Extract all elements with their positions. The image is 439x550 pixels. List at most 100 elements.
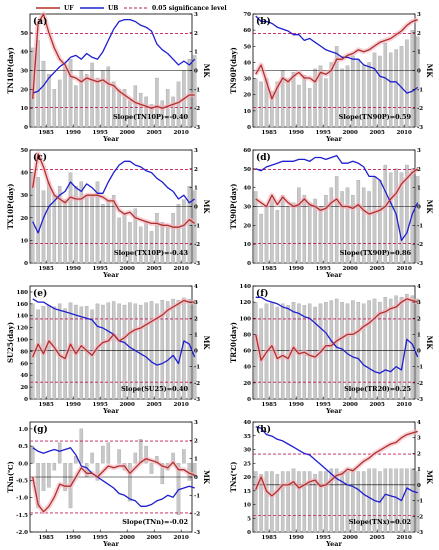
bar-1984 bbox=[36, 309, 40, 400]
bar-2009 bbox=[394, 468, 398, 533]
bar-1994 bbox=[90, 452, 94, 464]
bar-2008 bbox=[388, 172, 393, 264]
bar-2012 bbox=[187, 186, 192, 264]
bar-2000 bbox=[345, 303, 350, 400]
bar-2003 bbox=[138, 304, 143, 400]
x-tick-label: 1990 bbox=[289, 266, 304, 272]
x-tick-label: 2010 bbox=[397, 535, 412, 541]
y-tick-label: 40 bbox=[243, 186, 251, 192]
y2-tick-label: 1 bbox=[194, 50, 198, 56]
y-tick-label: 10 bbox=[20, 106, 28, 112]
y-tick-label: 20 bbox=[243, 93, 251, 99]
x-tick-label: 2005 bbox=[370, 535, 385, 541]
bar-1987 bbox=[275, 210, 280, 264]
bar-2006 bbox=[378, 55, 382, 128]
bar-2005 bbox=[372, 298, 377, 400]
bar-2011 bbox=[405, 39, 409, 128]
bar-1985 bbox=[41, 60, 46, 128]
y-tick-label: 60 bbox=[243, 28, 251, 34]
bar-2004 bbox=[144, 445, 148, 464]
x-tick-label: 1995 bbox=[93, 266, 108, 272]
y2-tick-label: 0 bbox=[194, 475, 198, 481]
bar-1996 bbox=[101, 204, 105, 264]
bar-2004 bbox=[367, 62, 371, 128]
y-tick-label: 35 bbox=[243, 434, 251, 440]
bar-1989 bbox=[286, 206, 290, 264]
chart-panel-2: 0 10 20 30 40 50 60 70 -3 -2 -1 0 1 2 3 1985 1990 1995 200… bbox=[229, 12, 434, 143]
y-tick-label: 140 bbox=[17, 314, 29, 320]
panel-label: (f) bbox=[256, 288, 268, 299]
bar-1986 bbox=[47, 181, 51, 264]
bar-2008 bbox=[165, 301, 170, 400]
y2-tick-label: -2 bbox=[194, 106, 200, 112]
bar-1990 bbox=[291, 71, 296, 128]
bar-2010 bbox=[399, 172, 404, 264]
panel-label: (h) bbox=[256, 424, 271, 435]
x-tick-label: 1995 bbox=[316, 266, 331, 272]
bar-1995 bbox=[95, 181, 100, 264]
bar-1989 bbox=[63, 66, 67, 128]
x-tick-label: 1995 bbox=[93, 535, 108, 541]
bar-2012 bbox=[187, 298, 192, 400]
bar-1985 bbox=[264, 206, 269, 264]
bar-1989 bbox=[63, 199, 67, 264]
y-tick-label: 0 bbox=[24, 397, 28, 403]
x-tick-label: 2010 bbox=[174, 402, 189, 408]
slope-annotation: Slope(TN10P)=-0.40 bbox=[113, 113, 188, 121]
y2-tick-label: -3 bbox=[194, 125, 200, 131]
y-tick-label: 25 bbox=[243, 461, 251, 467]
bar-2000 bbox=[122, 304, 127, 400]
bar-2006 bbox=[155, 77, 159, 128]
x-tick-label: 1990 bbox=[289, 535, 304, 541]
bar-2002 bbox=[356, 471, 361, 533]
y2-tick-label: -1 bbox=[417, 499, 423, 505]
bar-1988 bbox=[57, 186, 62, 264]
y2-tick-label: -1 bbox=[417, 87, 423, 93]
y-tick-label: 160 bbox=[17, 302, 29, 308]
bar-1984 bbox=[259, 474, 263, 533]
x-tick-label: 1990 bbox=[66, 402, 81, 408]
y-tick-label: 100 bbox=[17, 338, 29, 344]
y2-axis-label: MK bbox=[425, 64, 434, 79]
y2-tick-label: 0 bbox=[417, 483, 421, 489]
bar-1998 bbox=[334, 468, 339, 533]
bar-2009 bbox=[171, 298, 175, 400]
bar-1994 bbox=[313, 68, 317, 128]
x-tick-label: 2010 bbox=[397, 402, 412, 408]
bar-1997 bbox=[329, 300, 334, 400]
bar-1993 bbox=[307, 303, 312, 400]
bar-2009 bbox=[394, 49, 398, 128]
y2-tick-label: -1 bbox=[194, 223, 200, 229]
legend-ub-label: UB bbox=[108, 5, 118, 12]
y-tick-label: 50 bbox=[20, 148, 28, 154]
y-tick-label: 20 bbox=[243, 223, 251, 229]
panel-label: (e) bbox=[33, 288, 47, 299]
panel-label: (b) bbox=[256, 16, 271, 27]
bar-1985 bbox=[41, 190, 46, 264]
y2-tick-label: 0 bbox=[194, 205, 198, 211]
chart-panel-3: 0 10 20 30 40 50 -3 -2 -1 0 1 2 3 1985 1990 1995 2000 200… bbox=[6, 148, 211, 279]
y-tick-label: 60 bbox=[243, 148, 251, 154]
bar-1991 bbox=[297, 84, 301, 128]
x-tick-label: 2000 bbox=[343, 535, 358, 541]
bar-1991 bbox=[297, 471, 301, 533]
uf-line bbox=[255, 430, 418, 497]
x-axis-label: Year bbox=[325, 135, 342, 143]
x-tick-label: 1985 bbox=[262, 402, 277, 408]
bar-2002 bbox=[133, 85, 138, 128]
y-tick-label: 30 bbox=[243, 77, 251, 83]
y-tick-label: 1.0 bbox=[18, 427, 28, 433]
slope-annotation: Slope(TNn)=-0.02 bbox=[122, 518, 188, 526]
y-tick-label: 20 bbox=[20, 385, 28, 391]
x-tick-label: 2000 bbox=[343, 266, 358, 272]
legend: UF UB 0.05 significance level bbox=[36, 5, 227, 12]
bar-1984 bbox=[259, 81, 263, 128]
y-axis-label: TN90P(day) bbox=[229, 47, 238, 94]
bar-2002 bbox=[356, 179, 361, 264]
y2-tick-label: 2 bbox=[417, 31, 421, 37]
bar-1993 bbox=[84, 195, 89, 264]
panel-label: (c) bbox=[33, 152, 47, 163]
bar-1997 bbox=[106, 442, 111, 464]
bar-2005 bbox=[149, 231, 154, 264]
bar-1995 bbox=[95, 77, 100, 128]
